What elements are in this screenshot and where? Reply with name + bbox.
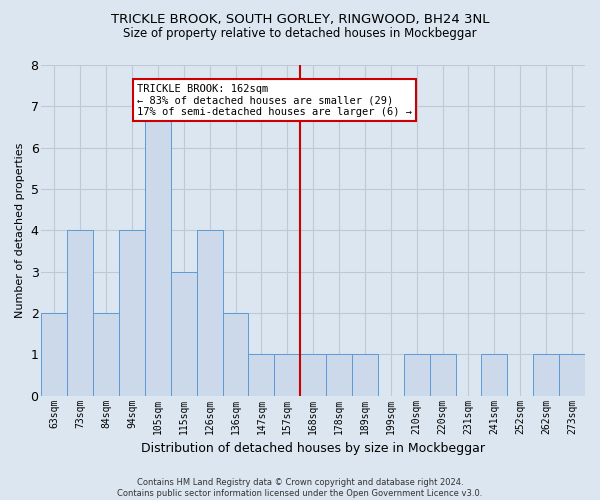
Bar	[481, 354, 508, 396]
Bar	[533, 354, 559, 396]
Bar	[326, 354, 352, 396]
Bar	[248, 354, 274, 396]
Bar	[171, 272, 197, 396]
Bar	[93, 313, 119, 396]
Bar	[119, 230, 145, 396]
Text: Size of property relative to detached houses in Mockbeggar: Size of property relative to detached ho…	[123, 28, 477, 40]
Y-axis label: Number of detached properties: Number of detached properties	[15, 142, 25, 318]
Bar	[352, 354, 378, 396]
Bar	[274, 354, 300, 396]
Bar	[197, 230, 223, 396]
Bar	[67, 230, 93, 396]
Bar	[300, 354, 326, 396]
Text: Contains HM Land Registry data © Crown copyright and database right 2024.
Contai: Contains HM Land Registry data © Crown c…	[118, 478, 482, 498]
Text: TRICKLE BROOK, SOUTH GORLEY, RINGWOOD, BH24 3NL: TRICKLE BROOK, SOUTH GORLEY, RINGWOOD, B…	[111, 12, 489, 26]
Bar	[404, 354, 430, 396]
X-axis label: Distribution of detached houses by size in Mockbeggar: Distribution of detached houses by size …	[141, 442, 485, 455]
Bar	[430, 354, 455, 396]
Bar	[559, 354, 585, 396]
Bar	[41, 313, 67, 396]
Text: TRICKLE BROOK: 162sqm
← 83% of detached houses are smaller (29)
17% of semi-deta: TRICKLE BROOK: 162sqm ← 83% of detached …	[137, 84, 412, 117]
Bar	[223, 313, 248, 396]
Bar	[145, 106, 171, 396]
